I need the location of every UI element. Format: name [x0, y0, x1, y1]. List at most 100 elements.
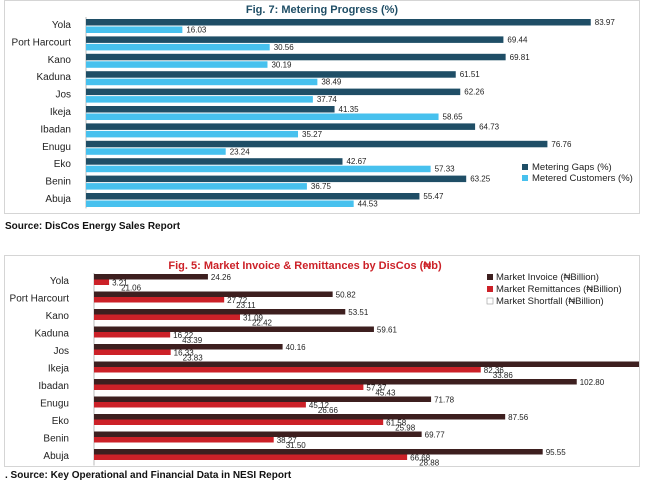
chart1-value-label-metered: 37.74 — [317, 95, 338, 104]
chart1-category-label: Eko — [54, 159, 72, 170]
chart2-category-label: Port Harcourt — [10, 294, 70, 305]
chart1-category-label: Abuja — [45, 194, 71, 205]
chart2-legend-label-shortfall: Market Shortfall (₦Billion) — [496, 296, 604, 307]
chart2-bar-market-invoice — [94, 449, 543, 455]
chart1-bar-metering-gaps — [86, 36, 504, 43]
chart2-value-label-invoice: 69.77 — [425, 431, 446, 440]
chart1-value-label-gaps: 83.97 — [595, 18, 616, 27]
chart2-category-label: Ikeja — [48, 364, 70, 375]
chart1-category-label: Enugu — [42, 142, 71, 153]
chart2-category-label: Kano — [46, 311, 70, 322]
chart2-value-label-invoice: 71.78 — [434, 396, 455, 405]
chart1-value-label-gaps: 76.76 — [551, 140, 572, 149]
chart2-legend-swatch-invoice — [487, 274, 493, 280]
chart2-value-label-invoice: 87.56 — [508, 413, 529, 422]
chart1-category-label: Kaduna — [37, 72, 72, 83]
chart1-value-label-metered: 57.33 — [435, 165, 456, 174]
chart2-value-label-remittances: 3.21 — [112, 279, 128, 288]
chart2-bar-market-remittances — [94, 384, 364, 390]
metering-progress-chart: Fig. 7: Metering Progress (%) Yola 83.97 16… — [4, 0, 640, 214]
metering-progress-svg: Fig. 7: Metering Progress (%) Yola 83.97 16… — [12, 4, 633, 209]
chart1-legend-swatch-gaps — [522, 164, 528, 170]
chart2-bar-market-invoice — [94, 396, 432, 402]
chart1-value-label-metered: 35.27 — [302, 130, 323, 139]
chart2-value-label-remittances: 38.27 — [277, 436, 298, 445]
chart1-category-label: Ibadan — [40, 124, 71, 135]
chart2-bar-market-remittances — [94, 279, 110, 285]
chart2-bar-market-remittances — [94, 367, 481, 373]
chart1-bar-metering-gaps — [86, 71, 456, 78]
chart1-bar-metered-customers — [86, 78, 318, 86]
chart2-bar-market-remittances — [94, 314, 240, 320]
market-invoice-chart: Fig. 5: Market Invoice & Remittances by … — [4, 255, 640, 467]
chart1-bar-metering-gaps — [86, 193, 420, 200]
chart2-value-label-shortfall: 33.86 — [493, 371, 514, 380]
chart2-title: Fig. 5: Market Invoice & Remittances by … — [168, 260, 442, 272]
chart2-value-label-remittances: 82.36 — [484, 366, 505, 375]
chart2-category-label: Enugu — [40, 399, 69, 410]
chart1-value-label-metered: 36.75 — [311, 182, 332, 191]
chart2-value-label-remittances: 16.33 — [174, 349, 195, 358]
chart1-category-label: Ikeja — [50, 107, 72, 118]
chart1-bar-metering-gaps — [86, 19, 591, 26]
chart2-value-label-shortfall: 26.66 — [318, 406, 339, 415]
chart1-value-label-metered: 44.53 — [358, 200, 379, 209]
chart1-value-label-gaps: 69.44 — [507, 35, 528, 44]
chart2-bar-market-remittances — [94, 419, 384, 425]
chart2-legend-label-invoice: Market Invoice (₦Billion) — [496, 272, 599, 283]
chart2-bar-market-invoice — [94, 274, 208, 280]
chart2-value-label-remittances: 66.68 — [410, 454, 431, 463]
chart2-value-label-shortfall: 31.50 — [286, 441, 307, 450]
chart2-value-label-shortfall: 28.88 — [419, 459, 440, 467]
chart2-category-label: Yola — [50, 276, 70, 287]
chart2-value-label-invoice: 53.51 — [348, 308, 369, 317]
chart1-bar-metering-gaps — [86, 88, 461, 96]
chart1-value-label-metered: 30.56 — [274, 43, 295, 52]
chart1-bar-metered-customers — [86, 148, 226, 155]
chart2-bar-market-invoice — [94, 291, 333, 297]
chart2-value-label-remittances: 31.09 — [243, 314, 264, 323]
market-invoice-svg: Fig. 5: Market Invoice & Remittances by … — [10, 260, 639, 467]
chart1-value-label-gaps: 64.73 — [479, 122, 500, 131]
chart2-bar-market-remittances — [94, 402, 306, 408]
chart1-bar-metering-gaps — [86, 123, 476, 130]
chart1-value-label-gaps: 69.81 — [510, 53, 531, 62]
chart1-bar-metered-customers — [86, 130, 299, 138]
chart2-value-label-remittances: 61.58 — [386, 419, 407, 428]
chart2-value-label-invoice: 59.61 — [377, 326, 398, 335]
chart1-bar-metering-gaps — [86, 53, 506, 61]
chart2-bar-market-invoice — [94, 414, 506, 420]
chart1-legend-swatch-metered — [522, 175, 528, 181]
chart2-bar-market-remittances — [94, 332, 171, 338]
chart1-source-note: Source: DisCos Energy Sales Report — [5, 221, 181, 232]
chart2-bar-market-invoice — [94, 309, 346, 315]
chart1-bar-metering-gaps — [86, 106, 335, 113]
chart1-value-label-gaps: 55.47 — [423, 192, 444, 201]
chart2-source-note: . Source: Key Operational and Financial … — [5, 470, 292, 481]
chart2-bar-market-invoice — [94, 326, 374, 332]
chart1-value-label-metered: 30.19 — [271, 60, 292, 69]
chart2-value-label-shortfall: 22.42 — [252, 319, 273, 328]
chart2-category-label: Ibadan — [38, 381, 69, 392]
chart1-value-label-gaps: 42.67 — [346, 157, 367, 166]
chart1-title: Fig. 7: Metering Progress (%) — [246, 4, 399, 16]
chart2-bar-market-remittances — [94, 437, 274, 443]
chart1-value-label-metered: 16.03 — [186, 26, 207, 35]
chart2-category-label: Jos — [53, 346, 69, 357]
chart1-value-label-metered: 38.49 — [321, 78, 342, 87]
chart1-category-label: Port Harcourt — [12, 37, 72, 48]
chart2-value-label-shortfall: 23.83 — [183, 354, 204, 363]
chart2-value-label-invoice: 50.82 — [336, 291, 357, 300]
chart2-bar-market-invoice — [94, 361, 639, 367]
chart1-bar-metered-customers — [86, 113, 439, 120]
chart1-value-label-gaps: 63.25 — [470, 175, 491, 184]
chart1-bar-metering-gaps — [86, 158, 343, 165]
chart2-value-label-invoice: 24.26 — [211, 273, 232, 282]
chart1-category-label: Kano — [48, 55, 72, 66]
chart1-value-label-metered: 23.24 — [230, 147, 251, 156]
chart2-bar-market-invoice — [94, 344, 283, 350]
chart1-value-label-gaps: 61.51 — [460, 70, 481, 79]
chart2-value-label-shortfall: 21.06 — [121, 284, 142, 293]
chart2-bar-market-invoice — [94, 379, 577, 385]
chart2-value-label-shortfall: 43.39 — [182, 336, 203, 345]
